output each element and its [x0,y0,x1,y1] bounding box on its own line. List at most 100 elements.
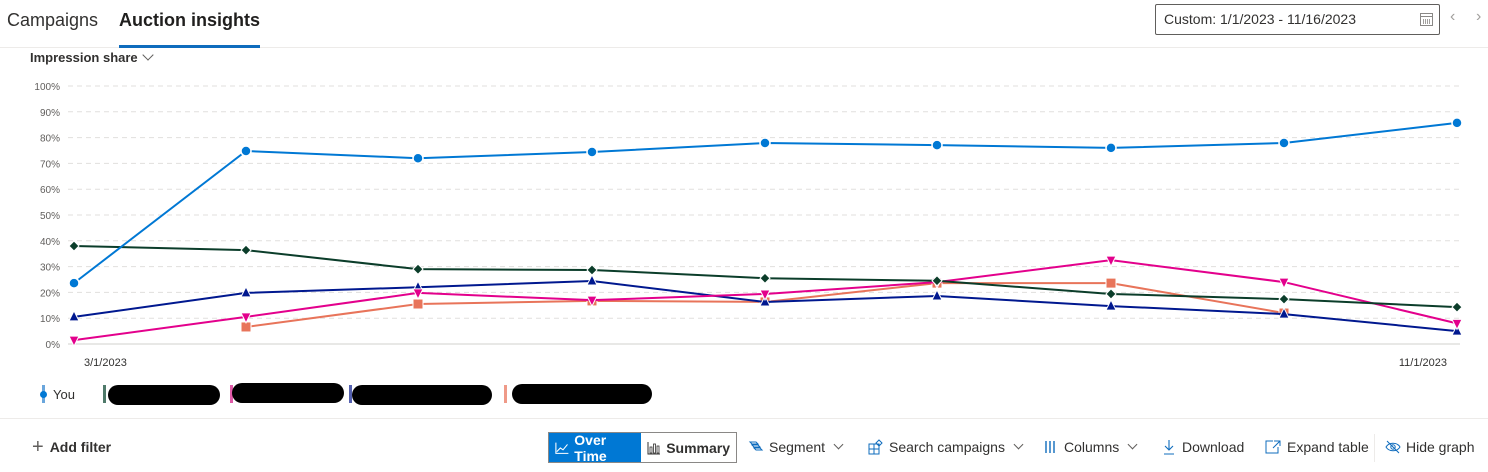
svg-text:90%: 90% [40,108,60,119]
data-point[interactable] [240,285,252,298]
data-point[interactable] [412,298,424,310]
svg-text:20%: 20% [40,288,60,299]
over-time-button[interactable]: Over Time [549,431,642,464]
search-campaigns-label: Search campaigns [889,439,1005,455]
data-point[interactable] [1105,288,1117,300]
redaction-mark [108,385,220,405]
tab-auction-insights[interactable]: Auction insights [119,8,260,48]
metric-dropdown-label: Impression share [30,50,138,65]
data-point[interactable] [68,240,80,252]
chevron-down-icon [833,439,844,449]
columns-button[interactable]: Columns [1044,430,1138,464]
legend-item-competitor[interactable] [504,383,515,405]
data-point[interactable] [240,312,252,325]
data-point[interactable] [1278,306,1290,319]
data-point[interactable] [1278,137,1290,149]
data-point[interactable] [931,139,943,151]
impression-share-line-chart[interactable]: 0% 10% 20% 30% 40% 50% 60% 70% 80% 90% 100% 3/1/202… [0,70,1488,370]
data-point[interactable] [1105,255,1117,268]
legend-marker-icon [103,385,106,403]
search-campaigns-button[interactable]: Search campaigns [868,430,1024,464]
legend-item-competitor[interactable] [103,383,114,405]
data-point[interactable] [68,309,80,322]
svg-text:40%: 40% [40,237,60,248]
svg-text:50%: 50% [40,211,60,222]
divider [0,418,1488,419]
view-toggle: Over Time Summary [548,431,737,464]
data-point[interactable] [586,273,598,286]
legend-marker-icon [40,385,47,403]
legend-label: You [53,386,75,402]
data-point[interactable] [1105,142,1117,154]
data-point[interactable] [68,335,80,348]
data-point[interactable] [759,272,771,284]
data-point[interactable] [1105,277,1117,289]
eye-off-icon [1385,440,1401,454]
svg-text:70%: 70% [40,159,60,170]
calendar-icon[interactable] [1420,13,1433,26]
legend-marker-icon [504,385,507,403]
data-point[interactable] [1451,117,1463,129]
segment-button[interactable]: Segment [748,430,844,464]
chart-legend: You [40,383,740,405]
data-point[interactable] [240,145,252,157]
data-point[interactable] [586,264,598,276]
data-point[interactable] [412,152,424,164]
legend-item-competitor[interactable] [349,383,360,405]
svg-text:30%: 30% [40,263,60,274]
data-point[interactable] [1105,298,1117,311]
legend-marker-icon [349,385,352,403]
data-point[interactable] [1278,293,1290,305]
data-point[interactable] [240,244,252,256]
add-filter-button[interactable]: + Add filter [32,430,111,464]
redaction-mark [232,383,344,403]
segment-icon [748,441,764,451]
data-point[interactable] [412,263,424,275]
expand-table-label: Expand table [1287,439,1369,455]
prev-period-button[interactable]: ‹ [1450,8,1456,25]
svg-text:60%: 60% [40,185,60,196]
data-point[interactable] [586,295,598,308]
chevron-down-icon [1013,439,1024,449]
download-label: Download [1182,439,1245,455]
data-point[interactable] [759,137,771,149]
data-point[interactable] [1451,318,1463,331]
legend-item-you[interactable]: You [40,383,75,405]
data-point[interactable] [1451,301,1463,313]
toolbar: + Add filter Over Time Summary Segment [0,430,1488,464]
campaign-grid-icon [868,439,883,455]
svg-text:11/1/2023: 11/1/2023 [1399,357,1447,369]
data-point[interactable] [931,275,943,287]
line-chart-icon [555,442,569,454]
chevron-down-icon [141,49,154,61]
svg-text:100%: 100% [34,82,60,93]
data-point[interactable] [931,288,943,301]
hide-graph-button[interactable]: Hide graph [1385,430,1475,464]
segment-label: Segment [769,439,826,455]
download-button[interactable]: Download [1162,430,1244,464]
svg-text:10%: 10% [40,314,60,325]
chevron-down-icon [1127,439,1138,449]
next-period-button[interactable]: › [1476,8,1482,25]
data-point[interactable] [412,288,424,301]
date-range-value: Custom: 1/1/2023 - 11/16/2023 [1164,11,1356,27]
expand-table-button[interactable]: Expand table [1265,430,1369,464]
date-range-picker[interactable]: Custom: 1/1/2023 - 11/16/2023 [1155,4,1440,35]
data-point[interactable] [1278,277,1290,290]
toolbar-separator [1374,434,1375,462]
tab-campaigns[interactable]: Campaigns [7,10,99,30]
summary-label: Summary [666,439,730,456]
svg-text:3/1/2023: 3/1/2023 [84,357,127,369]
legend-item-competitor[interactable] [230,383,241,405]
data-point[interactable] [759,289,771,302]
data-point[interactable] [68,277,80,289]
expand-icon [1265,440,1281,454]
bar-chart-icon [647,441,661,454]
add-filter-label: Add filter [49,439,112,455]
summary-button[interactable]: Summary [641,433,736,462]
download-icon [1164,440,1174,455]
over-time-label: Over Time [574,431,607,464]
top-bar: Campaigns Auction insights Custom: 1/1/2… [0,0,1488,48]
metric-dropdown[interactable]: Impression share [30,49,154,65]
data-point[interactable] [586,146,598,158]
